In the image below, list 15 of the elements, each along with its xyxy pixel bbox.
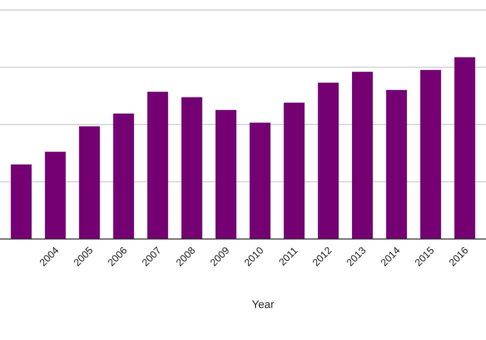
bar [284, 102, 305, 239]
bar [352, 72, 373, 239]
bar [10, 164, 32, 239]
bar [216, 110, 236, 239]
bar [420, 70, 442, 239]
bar [44, 152, 66, 239]
bar [181, 97, 202, 239]
x-axis-title: Year [252, 299, 274, 311]
bar [147, 92, 168, 239]
bar [250, 122, 270, 239]
bar [79, 126, 100, 239]
bar [318, 82, 339, 239]
bar [454, 57, 476, 239]
bar [113, 114, 134, 239]
bar [386, 90, 407, 239]
